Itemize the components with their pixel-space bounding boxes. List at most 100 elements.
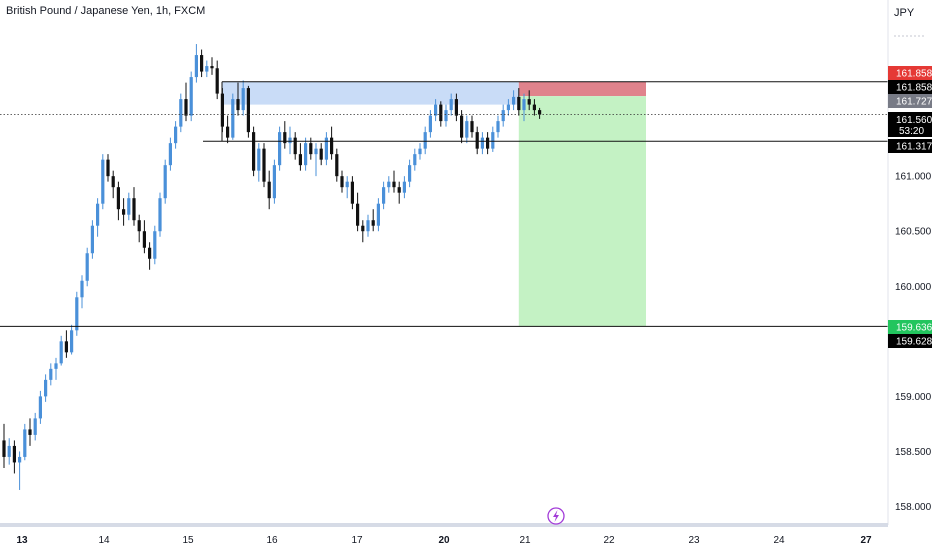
x-tick-label: 15 — [182, 535, 194, 546]
current-price-label: 161.560 — [896, 115, 932, 126]
candle-body — [33, 418, 37, 435]
candle-body — [397, 187, 401, 193]
candle-body — [454, 99, 458, 116]
candle-body — [392, 181, 396, 188]
candle-body — [262, 148, 266, 182]
lightning-icon[interactable] — [547, 507, 565, 525]
candle-body — [428, 115, 432, 133]
candle-body — [288, 137, 292, 144]
candle-body — [491, 132, 495, 149]
current-price-box — [888, 112, 932, 137]
price-label: 159.628 — [896, 337, 932, 348]
y-tick-label: 159.000 — [895, 392, 932, 403]
x-tick-label: 14 — [98, 535, 110, 546]
candle-body — [54, 363, 58, 369]
candle-body — [137, 220, 141, 232]
candle-body — [132, 198, 136, 221]
price-label-box — [888, 139, 932, 153]
time-axis-scrollbar[interactable] — [0, 523, 888, 527]
candle-body — [309, 143, 313, 155]
chart-title: British Pound / Japanese Yen, 1h, FXCM — [6, 5, 205, 17]
candlestick-series — [2, 44, 542, 490]
candle-body — [408, 165, 412, 182]
y-tick-label: 158.000 — [895, 502, 932, 513]
take-profit-zone[interactable] — [518, 96, 646, 327]
y-tick-label: 160.500 — [895, 227, 932, 238]
candle-body — [80, 280, 84, 298]
candle-body — [470, 121, 474, 133]
candle-body — [7, 445, 11, 457]
candle-body — [64, 341, 68, 353]
candle-body — [475, 132, 479, 149]
price-axis[interactable]: 161.000 160.500 160.000 159.000 158.500 158.0… — [895, 172, 932, 513]
candle-body — [2, 440, 6, 457]
candle-body — [90, 225, 94, 254]
resistance-zone[interactable] — [222, 81, 519, 105]
candle-body — [267, 181, 271, 199]
candle-body — [38, 396, 42, 419]
candle-body — [538, 110, 542, 115]
candle-body — [200, 55, 204, 72]
candle-body — [480, 137, 484, 149]
time-axis[interactable]: 13 14 15 16 17 20 21 22 23 24 27 — [16, 535, 872, 546]
candle-body — [189, 77, 193, 116]
x-tick-label: 13 — [16, 535, 28, 546]
candle-body — [434, 104, 438, 116]
candle-body — [168, 143, 172, 166]
candle-body — [148, 247, 152, 259]
price-label: 161.317 — [896, 142, 932, 153]
candle-body — [210, 66, 214, 69]
candle-body — [460, 115, 464, 138]
candle-body — [236, 99, 240, 111]
candle-body — [246, 88, 250, 133]
candle-body — [122, 209, 126, 215]
x-tick-label: 20 — [438, 535, 450, 546]
candle-body — [18, 456, 22, 463]
candle-body — [512, 96, 516, 105]
candle-body — [423, 132, 427, 149]
candle-body — [85, 253, 89, 281]
candle-body — [283, 132, 287, 144]
candle-body — [205, 66, 209, 72]
price-label-box — [888, 94, 932, 108]
trade-zones — [222, 81, 646, 327]
price-label-box — [888, 320, 932, 334]
countdown-label: 53:20 — [899, 126, 924, 137]
x-tick-label: 17 — [351, 535, 363, 546]
candle-body — [361, 225, 365, 232]
candle-body — [231, 99, 235, 138]
candle-body — [101, 159, 105, 204]
x-tick-label: 27 — [860, 535, 872, 546]
candle-body — [382, 187, 386, 204]
candle-body — [340, 176, 344, 188]
price-label: 161.727 — [896, 97, 932, 108]
candle-body — [376, 203, 380, 226]
y-tick-label: 158.500 — [895, 447, 932, 458]
x-tick-label: 23 — [688, 535, 700, 546]
candle-body — [75, 297, 79, 331]
candle-body — [356, 203, 360, 226]
candle-body — [298, 154, 302, 166]
candle-body — [319, 148, 323, 160]
candle-body — [49, 368, 53, 380]
candle-body — [486, 137, 490, 149]
candle-body — [241, 88, 245, 111]
candle-body — [517, 96, 521, 111]
candle-body — [12, 445, 16, 463]
price-label-box — [888, 80, 932, 94]
currency-label[interactable]: JPY — [894, 7, 915, 19]
stop-loss-zone[interactable] — [518, 81, 646, 97]
candle-body — [226, 126, 230, 138]
candle-body — [444, 110, 448, 122]
candle-body — [96, 203, 100, 226]
candle-body — [59, 341, 63, 364]
candle-body — [158, 198, 162, 232]
candle-body — [257, 148, 261, 171]
candle-body — [413, 154, 417, 166]
candle-body — [184, 99, 188, 116]
price-label: 159.636 — [896, 323, 932, 334]
candle-body — [252, 132, 256, 171]
candle-body — [174, 126, 178, 144]
candle-body — [439, 104, 443, 122]
